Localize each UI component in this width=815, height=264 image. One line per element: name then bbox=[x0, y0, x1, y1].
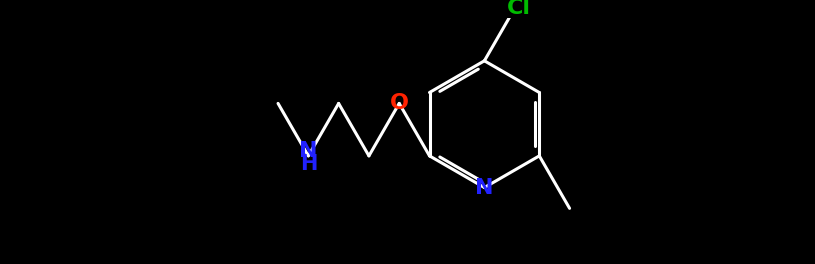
Text: O: O bbox=[390, 93, 408, 114]
Text: Cl: Cl bbox=[508, 0, 531, 18]
Text: N: N bbox=[475, 178, 494, 197]
Text: H: H bbox=[300, 154, 317, 174]
Text: N: N bbox=[299, 141, 318, 161]
